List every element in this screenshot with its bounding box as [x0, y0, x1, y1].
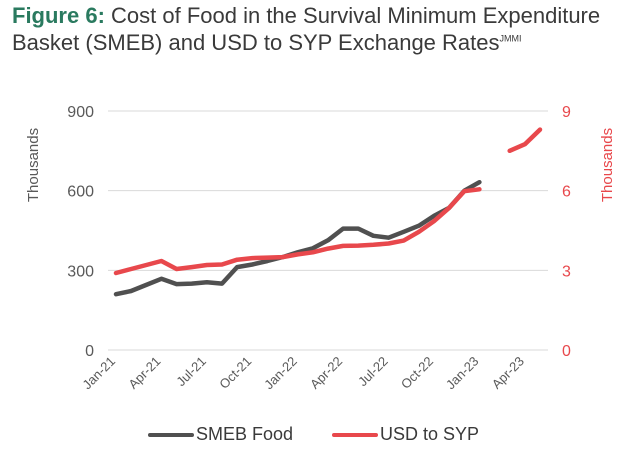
series-line-usd-1 — [507, 127, 543, 154]
x-tick-label: Oct-21 — [216, 354, 254, 392]
title-text: Cost of Food in the Survival Minimum Exp… — [12, 3, 601, 55]
x-tick-label: Apr-21 — [125, 354, 163, 392]
gridlines — [108, 110, 548, 351]
legend: SMEB Food USD to SYP — [0, 424, 637, 450]
left-tick-label: 0 — [85, 343, 94, 360]
legend-item-usd: USD to SYP — [332, 424, 479, 445]
chart-title: Figure 6: Cost of Food in the Survival M… — [12, 2, 612, 56]
left-axis-label: Thousands — [25, 128, 42, 202]
right-tick-label: 0 — [562, 343, 571, 360]
x-tick-label: Jul-21 — [173, 354, 209, 390]
x-tick-label: Jul-22 — [355, 354, 391, 390]
x-tick-label: Oct-22 — [398, 354, 436, 392]
right-axis-label: Thousands — [599, 128, 616, 202]
right-tick-label: 3 — [562, 263, 571, 280]
left-axis-ticks: 0 300 600 900 — [67, 104, 94, 360]
legend-swatch-usd — [332, 432, 378, 437]
legend-label-usd: USD to SYP — [380, 424, 480, 444]
left-tick-label: 900 — [67, 104, 94, 121]
x-tick-label: Jan-23 — [443, 354, 482, 393]
left-tick-label: 600 — [67, 184, 94, 201]
legend-swatch-smeb — [148, 432, 194, 437]
x-axis-ticks: Jan-21 Apr-21 Jul-21 Oct-21 Jan-22 Apr-22 Jul-… — [79, 354, 527, 393]
left-tick-label: 300 — [67, 263, 94, 280]
source-superscript: JMMI — [499, 33, 522, 44]
right-tick-label: 6 — [562, 184, 571, 201]
series-line-usd-0 — [113, 187, 482, 276]
x-tick-label: Jan-22 — [261, 354, 300, 393]
x-tick-label: Apr-23 — [489, 354, 527, 392]
legend-label-smeb: SMEB Food — [196, 424, 294, 444]
legend-item-smeb: SMEB Food — [148, 424, 293, 445]
right-tick-label: 9 — [562, 104, 571, 121]
series-line-smeb-0 — [113, 179, 482, 297]
right-axis-ticks: 0 3 6 9 — [562, 104, 571, 360]
series-lines — [113, 127, 543, 297]
x-tick-label: Apr-22 — [307, 354, 345, 392]
figure-label: Figure 6: — [12, 3, 105, 28]
